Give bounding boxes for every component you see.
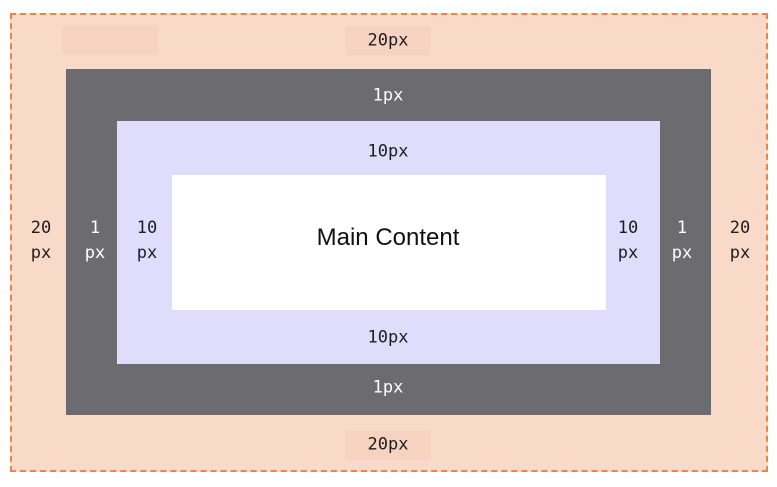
margin-bottom-label: 20px [345,430,431,460]
border-top-label: 1px [372,85,404,106]
content-area [172,175,606,310]
label-line: 20 [30,218,52,238]
decor [62,25,158,55]
label-line: px [30,243,52,263]
label-line: 1 [676,218,688,238]
border-left-label: 1 px [85,216,105,266]
label-line: 10 [136,218,158,238]
content-label: Main Content [316,224,460,251]
label-line: 1 [89,218,101,238]
label-line: px [617,243,639,263]
padding-left-label: 10 px [137,216,157,266]
padding-right-label: 10 px [618,216,638,266]
label-line: px [84,243,106,263]
margin-left-label: 20 px [31,216,51,266]
border-bottom-label: 1px [372,377,404,398]
border-right-label: 1 px [672,216,692,266]
label-line: px [729,243,751,263]
margin-right-label: 20 px [730,216,750,266]
label-line: px [671,243,693,263]
label-line: 10 [617,218,639,238]
padding-top-label: 10px [367,141,409,162]
padding-bottom-label: 10px [367,327,409,348]
margin-top-label: 20px [345,26,431,56]
label-line: px [136,243,158,263]
label-line: 20 [729,218,751,238]
